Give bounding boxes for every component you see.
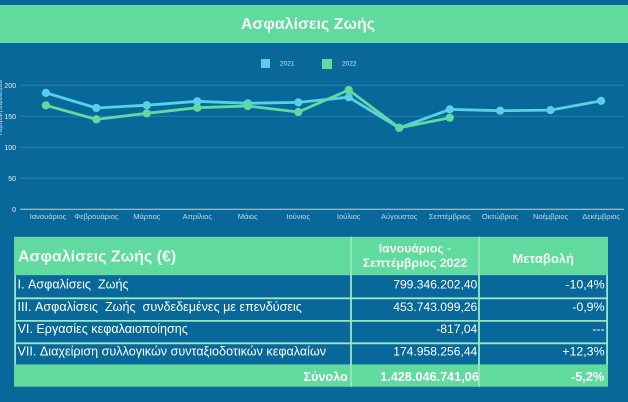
svg-text:Οκτώβριος: Οκτώβριος (482, 212, 519, 221)
svg-text:Ιούλιος: Ιούλιος (337, 212, 361, 221)
svg-text:2022: 2022 (342, 60, 357, 67)
svg-text:Ιανουάριος -: Ιανουάριος - (379, 241, 452, 255)
svg-text:Νοέμβριος: Νοέμβριος (533, 212, 569, 221)
svg-text:Απρίλιος: Απρίλιος (183, 212, 213, 221)
svg-text:0: 0 (12, 207, 16, 214)
svg-text:Φεβρουάριος: Φεβρουάριος (74, 212, 119, 221)
svg-text:+12,3%: +12,3% (562, 345, 604, 359)
svg-text:VI. Εργασίες κεφαλαιοποίησης: VI. Εργασίες κεφαλαιοποίησης (18, 322, 188, 336)
svg-text:200: 200 (4, 83, 16, 90)
svg-text:50: 50 (8, 176, 16, 183)
svg-text:150: 150 (4, 114, 16, 121)
svg-text:Μάρτιος: Μάρτιος (133, 212, 161, 221)
svg-text:I. Ασφαλίσεις Ζωής: I. Ασφαλίσεις Ζωής (18, 278, 129, 292)
svg-text:-10,4%: -10,4% (565, 278, 604, 292)
svg-text:Ασφαλίσεις Ζωής (€): Ασφαλίσεις Ζωής (€) (18, 248, 176, 265)
svg-text:Μεταβολή: Μεταβολή (512, 251, 574, 266)
svg-text:Ιανουάριος: Ιανουάριος (30, 212, 67, 221)
svg-text:100: 100 (4, 145, 16, 152)
svg-text:-0,9%: -0,9% (572, 300, 604, 314)
svg-text:Αύγουστος: Αύγουστος (381, 212, 418, 221)
svg-text:174.958.256,44: 174.958.256,44 (393, 345, 477, 359)
svg-text:-817,04: -817,04 (436, 322, 477, 336)
svg-text:III. Ασφαλίσεις Ζωής συνδεδε: III. Ασφαλίσεις Ζωής συνδεδεμένες με επε… (18, 300, 302, 314)
svg-text:-5,2%: -5,2% (571, 370, 604, 384)
svg-text:453.743.099,26: 453.743.099,26 (393, 300, 477, 314)
svg-text:2021: 2021 (280, 60, 295, 67)
svg-text:Ιούνιος: Ιούνιος (286, 212, 310, 221)
svg-text:1.428.046.741,06: 1.428.046.741,06 (380, 370, 479, 384)
svg-text:799.346.202,40: 799.346.202,40 (393, 278, 477, 292)
svg-text:VII. Διαχείριση συλλογικών συν: VII. Διαχείριση συλλογικών συνταξιοδοτικ… (18, 345, 327, 359)
svg-text:Σεπτέμβριος: Σεπτέμβριος (429, 212, 471, 221)
svg-text:Σύνολο: Σύνολο (303, 370, 348, 384)
svg-text:Σεπτέμβριος 2022: Σεπτέμβριος 2022 (363, 256, 468, 270)
svg-text:Δεκέμβριος: Δεκέμβριος (582, 212, 620, 221)
svg-text:Μάιος: Μάιος (238, 212, 258, 221)
svg-text:---: --- (592, 322, 604, 336)
svg-text:Παραγωγή ασφαλίστρων: Παραγωγή ασφαλίστρων (0, 79, 4, 135)
